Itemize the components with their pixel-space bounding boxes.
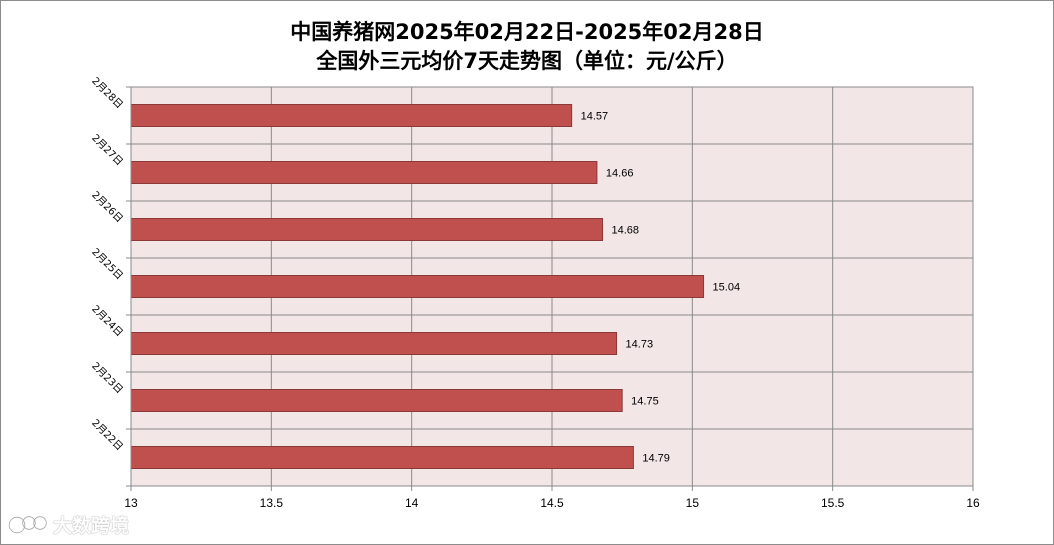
category-label: 2月26日 [89, 189, 125, 225]
data-label: 14.75 [631, 396, 659, 408]
x-tick-label: 14 [405, 496, 419, 510]
category-label: 2月27日 [89, 132, 125, 168]
bar [130, 218, 604, 241]
data-label: 14.57 [581, 111, 609, 123]
data-label: 14.68 [612, 225, 640, 237]
data-label: 14.66 [606, 168, 634, 180]
data-label: 14.79 [642, 453, 670, 465]
x-tick-label: 15.5 [821, 496, 845, 510]
bar [130, 332, 618, 355]
bar [130, 275, 705, 298]
bar [130, 161, 598, 184]
x-tick-label: 16 [966, 496, 980, 510]
category-label: 2月25日 [89, 246, 125, 282]
x-tick-label: 15 [686, 496, 700, 510]
watermark: 大数跨境 [8, 511, 129, 538]
bar [130, 389, 623, 412]
category-label: 2月22日 [89, 417, 125, 453]
plot-border [130, 86, 974, 487]
bar [130, 104, 573, 127]
data-label: 15.04 [713, 282, 741, 294]
dashuju-logo-icon [8, 515, 47, 533]
chart-title-line-1: 中国养猪网2025年02月22日-2025年02月28日 [290, 20, 764, 44]
chart-title-line-2: 全国外三元均价7天走势图（单位：元/公斤） [316, 49, 738, 73]
chart-title: 中国养猪网2025年02月22日-2025年02月28日 全国外三元均价7天走势… [0, 18, 1054, 76]
bar [130, 446, 634, 469]
x-tick-label: 14.5 [540, 496, 564, 510]
x-tick-label: 13 [124, 496, 138, 510]
watermark-text: 大数跨境 [53, 515, 130, 537]
category-label: 2月23日 [89, 360, 125, 396]
data-label: 14.73 [626, 339, 654, 351]
category-label: 2月28日 [89, 75, 125, 111]
category-label: 2月24日 [89, 303, 125, 339]
x-tick-label: 13.5 [260, 496, 284, 510]
